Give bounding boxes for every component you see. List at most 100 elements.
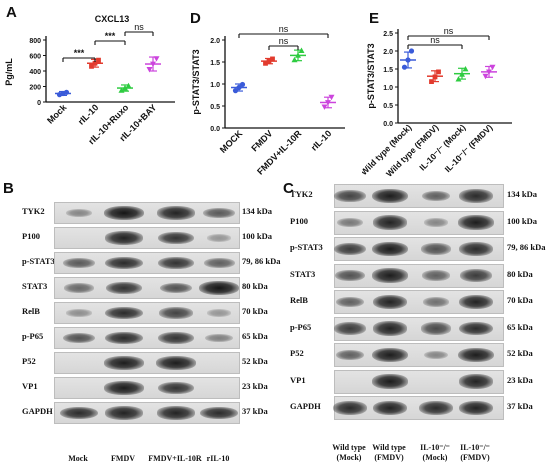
blot-band — [156, 356, 196, 370]
significance-label: *** — [74, 48, 85, 58]
blot-band — [419, 401, 453, 415]
blot-band — [372, 294, 408, 310]
blot-band — [336, 296, 364, 308]
blot-band — [104, 406, 144, 420]
blot-band — [334, 242, 366, 256]
blot-band — [63, 283, 95, 293]
blot-strip — [334, 263, 504, 288]
y-tick-label: 0 — [37, 100, 41, 107]
significance-label: ns — [279, 24, 289, 34]
data-point — [482, 73, 489, 80]
blot-band — [200, 406, 238, 420]
data-point — [122, 85, 128, 91]
blot-row-label: P100 — [22, 231, 40, 241]
blot-lane-label: FMDV — [93, 454, 153, 464]
y-tick-label: 0.5 — [383, 103, 393, 110]
blot-kda-label: 70 kDa — [242, 306, 268, 316]
blot-band — [424, 350, 448, 360]
blot-row-label: STAT3 — [290, 268, 316, 279]
blot-band — [424, 218, 448, 227]
blot-strip — [54, 402, 240, 424]
y-tick-label: 0.0 — [210, 126, 220, 133]
significance-label: ns — [430, 35, 440, 45]
y-tick-label: 1.0 — [383, 85, 393, 92]
blot-strip — [334, 237, 504, 261]
y-tick-label: 200 — [29, 85, 41, 92]
blot-band — [206, 309, 232, 317]
blot-kda-label: 100 kDa — [507, 215, 537, 226]
y-tick-label: 0.0 — [383, 121, 393, 128]
data-point — [153, 56, 160, 62]
data-point — [429, 79, 434, 84]
blot-band — [63, 257, 95, 269]
blot-band — [337, 217, 363, 228]
blot-strip — [54, 202, 240, 224]
data-point — [328, 94, 335, 101]
blot-lane-label-line: FMDV — [111, 454, 135, 463]
blot-row-label: TYK2 — [290, 189, 313, 199]
data-point — [232, 88, 239, 94]
y-tick-label: 2.0 — [210, 38, 220, 45]
blot-band — [156, 206, 196, 220]
x-tick-label: rIL-10 — [76, 102, 100, 126]
blot-band — [159, 282, 193, 294]
panel-label-b: B — [3, 180, 14, 197]
blot-band — [459, 242, 493, 256]
blot-lane-label: Wild type (FMDV) — [359, 443, 419, 463]
data-point — [118, 87, 125, 93]
blot-kda-label: 79, 86 kDa — [242, 256, 281, 266]
blot-band — [458, 215, 494, 230]
blot-row-label: RelB — [22, 306, 40, 316]
blot-row-label: P100 — [290, 215, 308, 226]
blot-band — [459, 321, 493, 336]
blot-band — [203, 207, 235, 219]
blot-band — [205, 333, 233, 343]
blot-band — [105, 256, 143, 270]
y-axis-label: p-STAT3/STAT3 — [191, 49, 201, 114]
blot-band — [372, 400, 408, 416]
blot-band — [458, 400, 494, 416]
blot-lane-label-line: FMDV+IL-10R — [148, 454, 202, 463]
data-point — [295, 52, 301, 58]
y-tick-label: 600 — [29, 54, 41, 61]
blot-band — [422, 190, 450, 202]
significance-label: ns — [444, 26, 454, 36]
x-tick-label: rIL-10 — [309, 128, 333, 152]
blot-row-label: VP1 — [22, 381, 38, 391]
blot-band — [157, 331, 195, 345]
blot-row-label: TYK2 — [22, 206, 45, 216]
blot-strip — [334, 290, 504, 314]
blot-band — [157, 231, 195, 245]
data-point — [486, 69, 492, 75]
blot-band — [372, 374, 408, 389]
significance-label: ns — [134, 22, 144, 32]
blot-strip — [334, 184, 504, 208]
panel-label-c: C — [283, 180, 294, 197]
blot-strip — [54, 302, 240, 324]
blot-band — [62, 332, 96, 344]
blot-band — [372, 241, 408, 257]
blot-kda-label: 52 kDa — [242, 356, 268, 366]
blot-band — [105, 306, 143, 320]
data-point — [455, 76, 462, 82]
blot-band — [372, 215, 408, 230]
blot-band — [199, 281, 239, 295]
blot-lane-label-line: (FMDV) — [374, 453, 404, 462]
blot-kda-label: 80 kDa — [242, 281, 268, 291]
blot-strip — [333, 396, 504, 420]
blot-band — [420, 322, 452, 335]
blot-band — [458, 347, 494, 363]
blot-band — [460, 269, 492, 282]
blot-kda-label: 79, 86 kDa — [507, 242, 546, 252]
blot-band — [66, 309, 92, 317]
blot-strip — [54, 277, 240, 299]
blot-band — [104, 231, 144, 245]
blot-row-label: P52 — [290, 348, 304, 358]
blot-band — [372, 188, 408, 204]
data-point — [63, 89, 70, 95]
data-point — [298, 47, 305, 53]
blot-band — [333, 401, 367, 415]
y-tick-label: 400 — [29, 69, 41, 76]
